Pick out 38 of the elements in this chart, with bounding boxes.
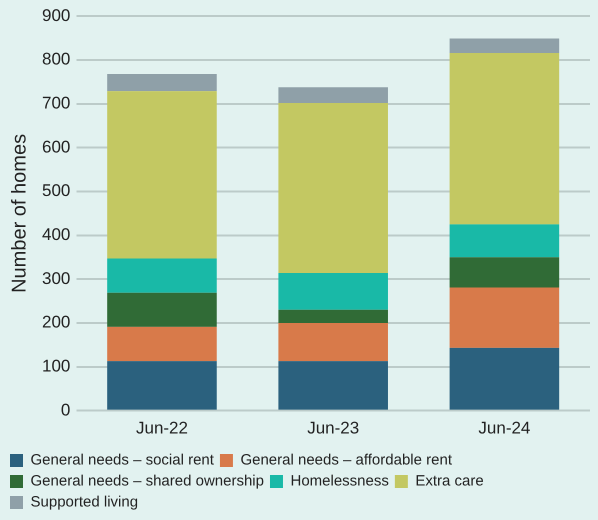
bar [450, 53, 560, 224]
x-tick-label: Jun-24 [478, 418, 530, 438]
bar [107, 91, 217, 259]
bar [278, 87, 388, 103]
y-axis-title: Number of homes [8, 134, 31, 293]
bar [278, 310, 388, 323]
y-tick-label: 700 [42, 94, 70, 113]
bar [107, 326, 217, 362]
bar [278, 273, 388, 310]
y-tick-label: 500 [42, 181, 70, 200]
legend-label: General needs – social rent [30, 452, 215, 469]
bar [450, 38, 560, 54]
bar [107, 292, 217, 327]
bar [450, 257, 560, 288]
y-tick-label: 0 [60, 400, 70, 420]
bar [450, 287, 560, 348]
x-tick-label: Jun-23 [307, 418, 360, 438]
legend-label: Extra care [415, 472, 484, 490]
bar [450, 224, 560, 258]
bar [107, 74, 217, 92]
y-tick-label: 200 [42, 312, 70, 332]
legend-label: Supported living [30, 494, 138, 511]
x-tick-label: Jun-22 [136, 418, 188, 438]
bar [278, 322, 388, 362]
y-tick-label: 400 [42, 225, 70, 244]
y-tick-label: 300 [42, 268, 70, 288]
bar [450, 348, 560, 410]
bar [278, 102, 388, 273]
legend-label: Homelessness [290, 472, 389, 490]
bar [107, 258, 217, 293]
bar [107, 361, 217, 410]
y-tick-label: 600 [42, 137, 70, 156]
legend-label: General needs – affordable rent [240, 452, 453, 469]
legend-label: General needs – shared ownership [30, 472, 264, 490]
bar [278, 361, 388, 410]
y-tick-label: 900 [42, 6, 70, 25]
y-tick-label: 800 [42, 50, 70, 69]
y-tick-label: 100 [42, 356, 70, 376]
